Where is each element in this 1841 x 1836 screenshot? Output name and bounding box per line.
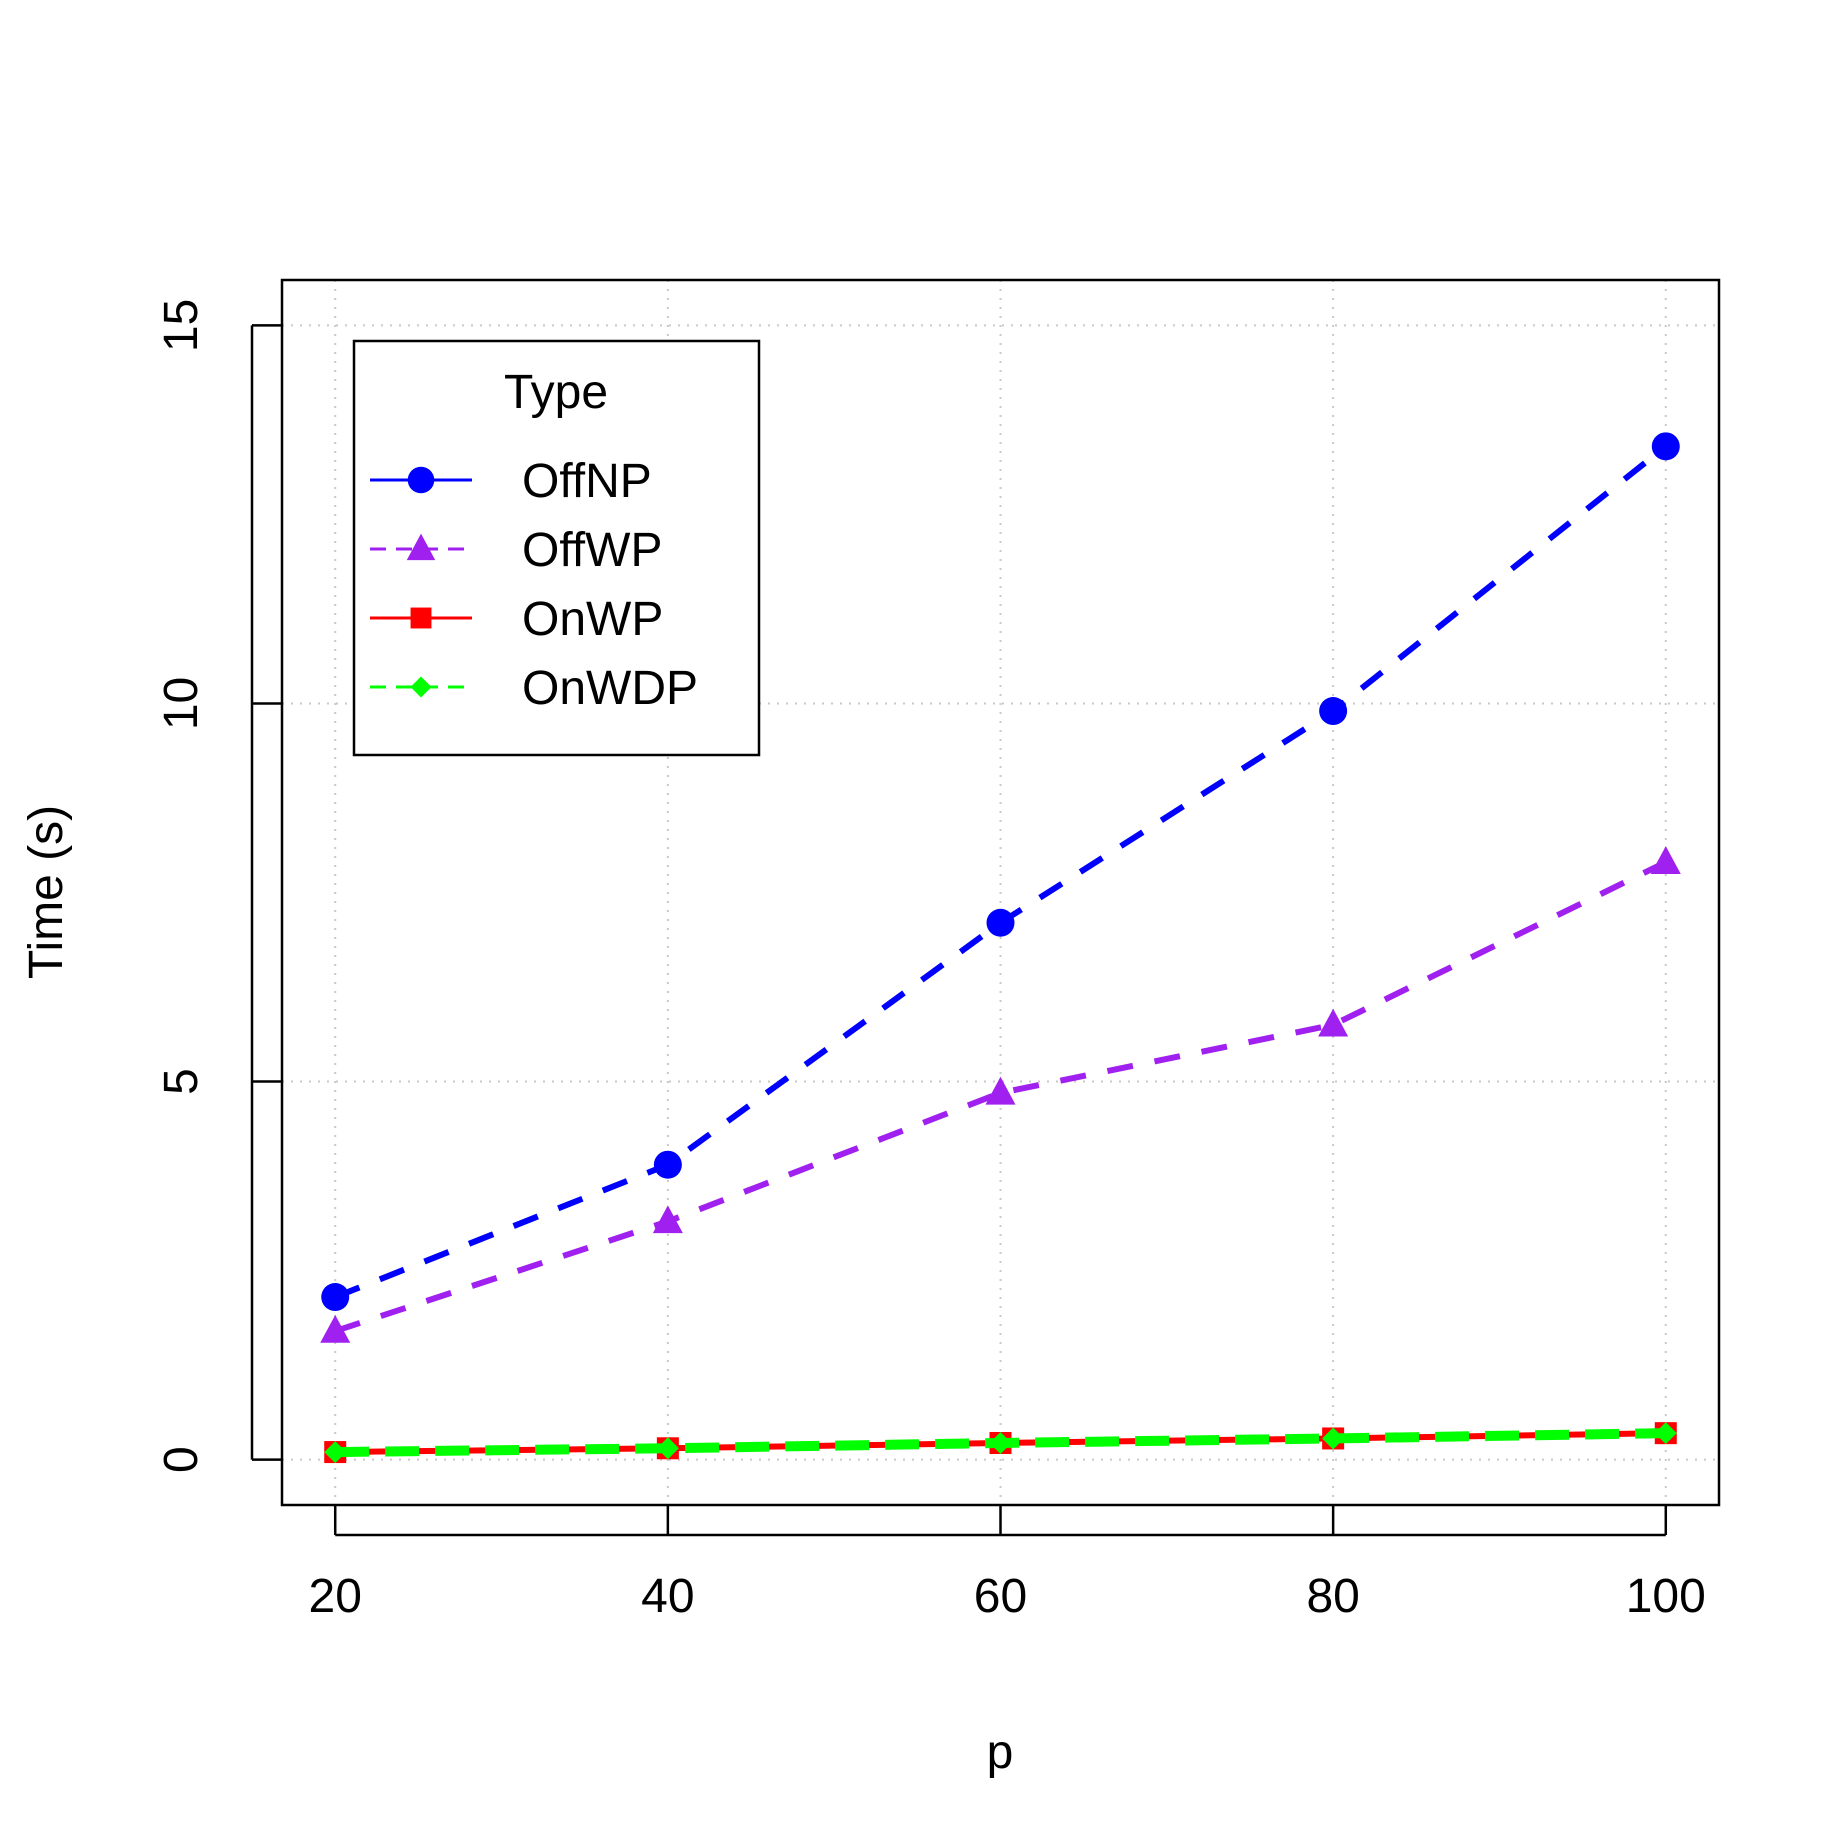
x-tick-label: 40 (641, 1570, 694, 1623)
legend-label: OffWP (522, 524, 662, 577)
y-tick-label: 10 (155, 677, 208, 730)
legend-marker-circle (407, 466, 435, 494)
data-point-onwdp (1322, 1427, 1345, 1450)
legend-item-offnp: OffNP (370, 455, 652, 508)
legend-title: Type (504, 366, 608, 419)
y-axis-title: Time (s) (20, 805, 73, 979)
legend-marker-square (410, 607, 432, 629)
legend-label: OnWP (522, 593, 663, 646)
data-point-offwp (985, 1076, 1016, 1105)
series-layer (320, 432, 1681, 1464)
data-point-offwp (1650, 846, 1681, 874)
y-tick-label: 15 (155, 299, 208, 352)
data-point-offwp (652, 1205, 683, 1234)
data-point-offwp (1318, 1008, 1349, 1037)
x-tick-label: 60 (974, 1570, 1027, 1623)
legend-label: OnWDP (522, 662, 698, 715)
data-point-offnp (986, 908, 1015, 937)
series-offnp (321, 432, 1680, 1312)
legend-item-offwp: OffWP (370, 524, 662, 577)
data-point-offnp (321, 1283, 350, 1312)
data-point-offnp (653, 1150, 682, 1179)
data-point-onwdp (989, 1431, 1012, 1454)
axes: 20 40 60 80 100 0 5 10 15 (155, 299, 1706, 1623)
series-onwdp (324, 1422, 1677, 1464)
data-point-offnp (1651, 432, 1680, 461)
series-line-offwp (334, 859, 1668, 1334)
legend: Type OffNP OffWP OnWP OnWDP (352, 339, 761, 757)
x-tick-label: 80 (1306, 1570, 1359, 1623)
x-axis-title: p (987, 1726, 1014, 1779)
data-point-offnp (1319, 697, 1348, 726)
data-point-onwdp (324, 1441, 347, 1464)
legend-item-onwdp: OnWDP (370, 662, 698, 715)
legend-marker-diamond (410, 676, 432, 698)
x-tick-label: 20 (309, 1570, 362, 1623)
data-point-onwdp (656, 1437, 679, 1460)
legend-label: OffNP (522, 455, 652, 508)
series-offwp (320, 846, 1681, 1343)
data-point-onwdp (1654, 1422, 1677, 1445)
y-tick-label: 5 (155, 1068, 208, 1095)
y-tick-label: 0 (155, 1446, 208, 1473)
grid (282, 280, 1719, 1505)
data-point-offwp (320, 1314, 351, 1343)
legend-item-onwp: OnWP (370, 593, 663, 646)
legend-marker-triangle (406, 533, 436, 561)
x-tick-label: 100 (1626, 1570, 1706, 1623)
